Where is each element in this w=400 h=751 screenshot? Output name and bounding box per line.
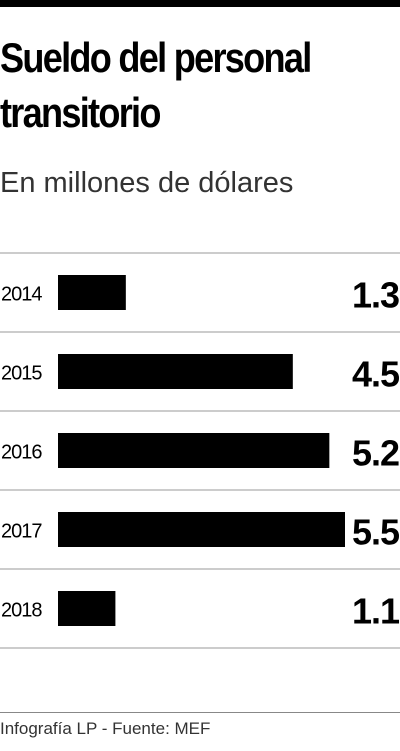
top-rule — [0, 0, 400, 7]
bar-2018 — [58, 591, 116, 626]
chart-title: Sueldo del personal transitorio — [0, 30, 337, 140]
chart-title-line-1: Sueldo del personal — [0, 34, 312, 81]
value-label-2018: 1.1 — [352, 591, 400, 632]
year-label-2018: 2018 — [1, 600, 42, 622]
value-label-2014: 1.3 — [352, 275, 399, 316]
year-label-2015: 2015 — [1, 363, 42, 385]
value-label-2017: 5.5 — [352, 512, 400, 553]
year-label-2017: 2017 — [1, 521, 42, 543]
year-label-2016: 2016 — [1, 442, 42, 464]
chart-title-line-2: transitorio — [0, 89, 161, 136]
value-label-2016: 5.2 — [352, 433, 399, 474]
bar-2014 — [58, 275, 126, 310]
year-label-2014: 2014 — [1, 284, 42, 306]
bar-2015 — [58, 354, 293, 389]
bar-2016 — [58, 433, 330, 468]
bar-2017 — [58, 512, 345, 547]
chart-subtitle: En millones de dólares — [0, 167, 294, 199]
footer-rule — [0, 712, 400, 713]
source-credit: Infografía LP - Fuente: MEF — [0, 719, 211, 738]
bar-chart: 2014 1.3 2015 4.5 2016 5.2 2017 5.5 2018 1.1 — [0, 252, 400, 649]
value-label-2015: 4.5 — [352, 354, 400, 395]
